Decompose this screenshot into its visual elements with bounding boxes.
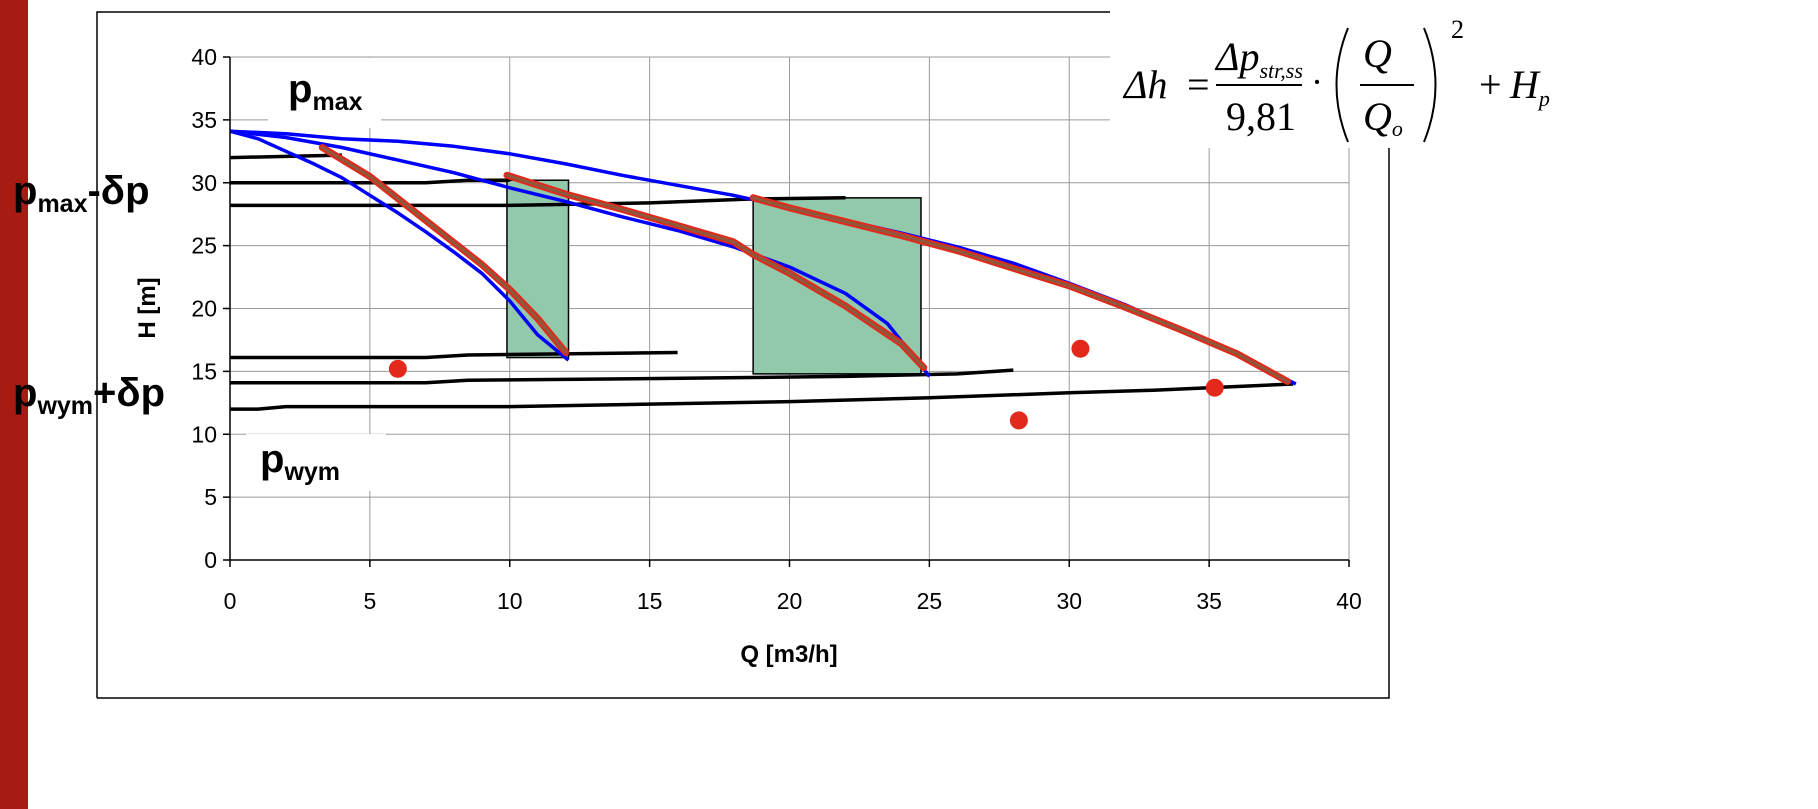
y-tick-label: 30 <box>191 170 217 196</box>
data-point <box>1071 339 1090 358</box>
chart-frame <box>96 11 1390 699</box>
y-tick-label: 0 <box>204 547 217 573</box>
label-p-wym: pwym <box>260 437 340 486</box>
svg-text:Q: Q <box>1363 31 1392 76</box>
svg-text:Qo: Qo <box>1363 94 1403 141</box>
axes: 0 5 10 15 20 25 30 35 40 0 5 10 15 20 25 30 35 40 <box>191 44 1361 614</box>
x-tick-label: 25 <box>917 588 943 614</box>
pump-curve <box>229 129 931 378</box>
formula: Δh = Δpstr,ss 9,81 · Q Qo 2 + Hp <box>1122 15 1550 143</box>
svg-text:Δpstr,ss: Δpstr,ss <box>1214 34 1303 83</box>
x-axis-title: Q [m3/h] <box>740 641 837 668</box>
characteristics <box>318 144 1291 385</box>
side-bar <box>0 0 28 809</box>
svg-text:Δh: Δh <box>1122 62 1167 107</box>
pump-curve <box>229 129 570 362</box>
label-p-max: pmax <box>288 67 363 116</box>
svg-text:=: = <box>1187 62 1210 107</box>
y-tick-label: 10 <box>191 421 217 447</box>
svg-text:Hp: Hp <box>1509 62 1550 111</box>
y-tick-label: 40 <box>191 44 217 70</box>
data-point <box>388 359 407 378</box>
pressure-line <box>230 196 846 208</box>
label-box-pmax <box>268 58 381 128</box>
operating-region <box>506 179 570 359</box>
y-axis-title: H [m] <box>134 277 161 338</box>
pressure-line <box>230 368 1014 385</box>
pressure-line <box>229 153 342 160</box>
x-tick-label: 15 <box>637 588 663 614</box>
y-tick-label: 5 <box>204 484 217 510</box>
svg-text:9,81: 9,81 <box>1226 94 1296 139</box>
label-box-pwym <box>246 434 386 491</box>
pressure-line <box>230 178 510 185</box>
pressure-line <box>230 350 678 360</box>
characteristic-curve-inner <box>320 146 568 354</box>
regions <box>506 179 922 375</box>
svg-text:2: 2 <box>1451 15 1464 44</box>
y-tick-label: 15 <box>191 358 217 384</box>
x-tick-label: 20 <box>777 588 803 614</box>
x-tick-label: 10 <box>497 588 523 614</box>
data-point <box>1205 378 1224 397</box>
formula-box <box>1110 8 1568 148</box>
pressure-line <box>230 382 1294 411</box>
characteristic-curve-inner <box>751 196 1289 383</box>
svg-text:+: + <box>1479 62 1502 107</box>
x-tick-label: 5 <box>363 588 376 614</box>
label-p-wym-plus-dp: pwym+δp <box>13 371 165 420</box>
x-tick-label: 0 <box>224 588 237 614</box>
y-tick-label: 20 <box>191 296 217 322</box>
operating-region <box>752 197 922 375</box>
x-tick-label: 40 <box>1336 588 1362 614</box>
data-point <box>1009 411 1028 430</box>
x-tick-label: 30 <box>1056 588 1082 614</box>
points <box>388 339 1224 430</box>
y-tick-label: 25 <box>191 233 217 259</box>
characteristic-curve-inner <box>505 173 926 370</box>
label-p-max-minus-dp: pmax-δp <box>13 169 150 218</box>
svg-text:·: · <box>1311 62 1323 102</box>
y-tick-label: 35 <box>191 107 217 133</box>
x-tick-label: 35 <box>1196 588 1222 614</box>
